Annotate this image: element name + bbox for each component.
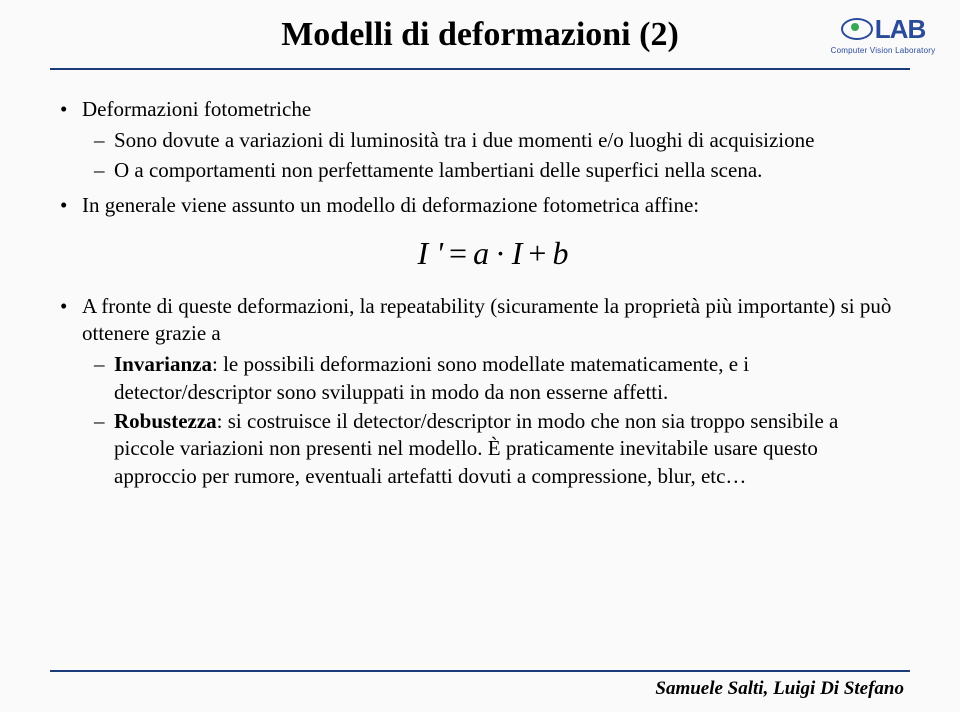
logo-subtitle: Computer Vision Laboratory <box>831 46 936 55</box>
robustezza-text: : si costruisce il detector/descriptor i… <box>114 409 838 488</box>
footer-rule <box>50 670 910 672</box>
formula-dot: · <box>495 235 506 271</box>
footer-authors: Samuele Salti, Luigi Di Stefano <box>655 678 904 700</box>
slide-title: Modelli di deformazioni (2) <box>281 16 679 54</box>
content-area: Deformazioni fotometriche Sono dovute a … <box>56 96 904 498</box>
robustezza-label: Robustezza <box>114 409 217 433</box>
formula-a: a <box>473 235 489 271</box>
bullet-3-dash-invarianza: Invarianza: le possibili deformazioni so… <box>92 351 904 406</box>
slide: Modelli di deformazioni (2) LAB Computer… <box>0 0 960 712</box>
invarianza-label: Invarianza <box>114 352 212 376</box>
bullet-1: Deformazioni fotometriche Sono dovute a … <box>56 96 904 184</box>
formula-eq: = <box>449 235 467 271</box>
formula-plus: + <box>528 235 546 271</box>
bullet-3-dash-robustezza: Robustezza: si costruisce il detector/de… <box>92 408 904 490</box>
bullet-1-text: Deformazioni fotometriche <box>82 97 311 121</box>
bullet-1-dash-1: Sono dovute a variazioni di luminosità t… <box>92 127 904 154</box>
formula-b: b <box>552 235 568 271</box>
bullet-3-text: A fronte di queste deformazioni, la repe… <box>82 294 891 345</box>
eye-icon <box>841 18 873 40</box>
bullet-2: In generale viene assunto un modello di … <box>56 192 904 275</box>
logo-mark: LAB <box>841 14 925 45</box>
formula-Iprime: I ' <box>418 235 444 271</box>
bullet-3: A fronte di queste deformazioni, la repe… <box>56 293 904 490</box>
title-rule <box>50 68 910 70</box>
formula-I: I <box>512 235 523 271</box>
bullet-1-dash-2: O a comportamenti non perfettamente lamb… <box>92 157 904 184</box>
bullet-2-text: In generale viene assunto un modello di … <box>82 193 699 217</box>
lab-logo: LAB Computer Vision Laboratory <box>828 8 938 60</box>
logo-text: LAB <box>875 14 925 45</box>
formula: I '=a·I+b <box>82 233 904 275</box>
